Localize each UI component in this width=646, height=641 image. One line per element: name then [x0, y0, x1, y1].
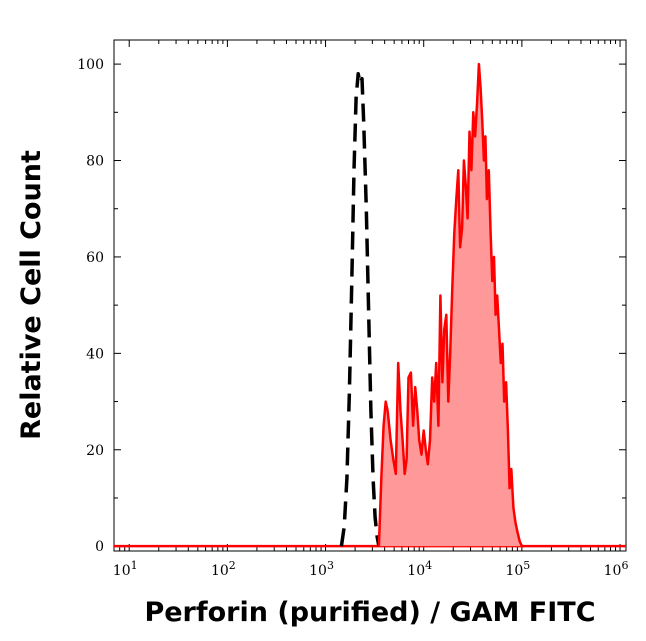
y-tick-label: 0 [95, 539, 104, 555]
y-tick-label: 40 [86, 346, 104, 362]
y-tick-label: 100 [77, 57, 104, 73]
y-axis-title: Relative Cell Count [16, 150, 47, 440]
x-tick-label: 102 [211, 559, 236, 579]
x-tick-label: 101 [113, 559, 138, 579]
y-tick-label: 60 [86, 250, 104, 266]
series-layer [114, 62, 626, 548]
y-tick-label: 80 [86, 154, 104, 170]
x-tick-label: 104 [407, 559, 432, 579]
x-tick-label: 105 [505, 559, 530, 579]
control-histogram-line [339, 71, 381, 547]
y-tick-label: 20 [86, 443, 104, 459]
x-tick-label: 106 [604, 559, 629, 579]
x-axis: 101 102 103 104 105 106 [113, 40, 629, 579]
sample-histogram-line [377, 62, 524, 548]
y-axis: 0 20 40 60 80 100 [77, 57, 626, 555]
x-axis-title: Perforin (purified) / GAM FITC [144, 597, 595, 628]
x-tick-label: 103 [309, 559, 334, 579]
plot-frame [113, 39, 627, 552]
series-fill [378, 64, 524, 547]
